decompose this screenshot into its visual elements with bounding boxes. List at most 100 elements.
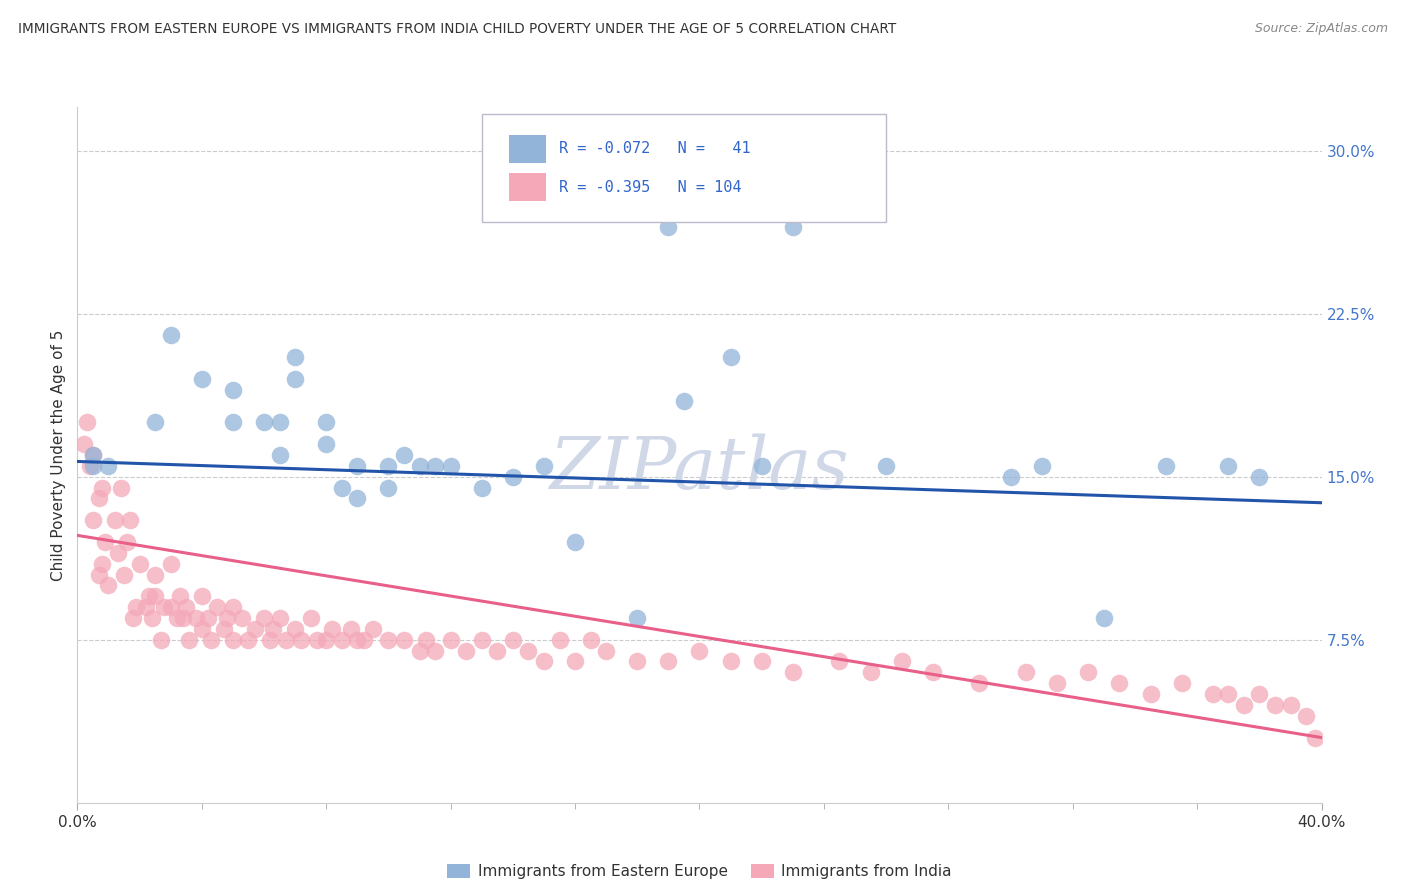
Point [471,481,494,495]
Point [533,458,555,473]
Point [299,611,322,625]
Point [222,383,245,397]
Y-axis label: Child Poverty Under the Age of 5: Child Poverty Under the Age of 5 [51,329,66,581]
Point [284,372,307,386]
Point [346,458,368,473]
Point [377,481,399,495]
Point [330,481,353,495]
Point [564,535,586,549]
Point [533,655,555,669]
Point [82,448,104,462]
Point [751,655,773,669]
Point [1031,458,1053,473]
Point [1092,611,1115,625]
Point [502,469,524,483]
Point [423,643,446,657]
FancyBboxPatch shape [509,173,547,201]
Point [215,611,238,625]
Point [782,665,804,680]
Point [1264,698,1286,712]
Point [1218,687,1240,701]
Point [290,632,312,647]
Point [657,655,679,669]
Point [1015,665,1038,680]
Point [107,546,129,560]
Point [141,611,163,625]
Point [1279,698,1302,712]
Point [269,611,291,625]
Point [579,632,602,647]
Point [471,632,494,647]
Point [82,513,104,527]
Point [207,600,229,615]
Point [82,448,104,462]
Point [179,632,201,647]
Point [672,393,695,408]
Point [720,350,742,364]
Point [269,415,291,429]
Point [174,600,197,615]
Point [222,632,245,647]
Point [486,643,509,657]
Point [440,632,463,647]
Point [751,458,773,473]
Point [969,676,991,690]
Point [97,458,120,473]
Point [135,600,157,615]
Point [315,415,337,429]
Point [104,513,127,527]
Point [408,458,430,473]
Point [191,589,214,603]
Point [321,622,343,636]
Point [440,458,463,473]
Point [243,622,266,636]
Point [262,622,284,636]
Point [91,481,114,495]
Point [1249,469,1271,483]
Point [72,437,94,451]
Point [259,632,281,647]
Point [200,632,222,647]
Point [415,632,437,647]
Point [184,611,207,625]
Point [689,643,711,657]
Point [346,491,368,506]
Point [890,655,912,669]
Point [143,415,166,429]
Point [110,481,132,495]
Point [1046,676,1069,690]
Point [172,611,194,625]
Point [1249,687,1271,701]
Point [595,643,617,657]
Point [456,643,478,657]
Point [143,567,166,582]
Point [1000,469,1022,483]
Point [159,557,181,571]
Point [284,622,307,636]
Point [87,567,110,582]
Point [222,600,245,615]
Point [305,632,328,647]
Text: ZIPatlas: ZIPatlas [550,434,849,504]
Point [115,535,138,549]
FancyBboxPatch shape [509,135,547,162]
Point [112,567,135,582]
Text: R = -0.072   N =   41: R = -0.072 N = 41 [558,141,751,156]
Point [197,611,219,625]
Point [125,600,148,615]
Point [128,557,150,571]
Point [1202,687,1225,701]
Point [548,632,571,647]
FancyBboxPatch shape [482,114,886,222]
Text: IMMIGRANTS FROM EASTERN EUROPE VS IMMIGRANTS FROM INDIA CHILD POVERTY UNDER THE : IMMIGRANTS FROM EASTERN EUROPE VS IMMIGR… [18,22,897,37]
Point [143,589,166,603]
Point [921,665,943,680]
Point [222,415,245,429]
Point [1295,708,1317,723]
Point [315,437,337,451]
Point [269,448,291,462]
Point [626,655,648,669]
Point [315,632,337,647]
Point [782,219,804,234]
Point [828,655,851,669]
